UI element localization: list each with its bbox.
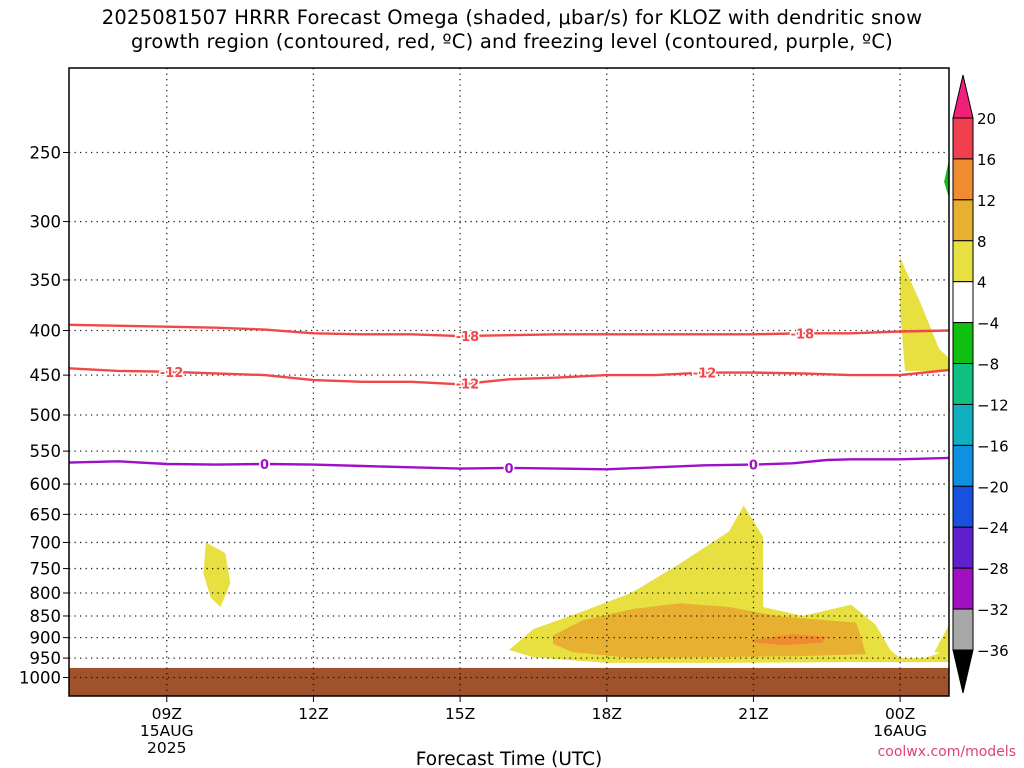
x-tick-label-15Z: 15Z — [445, 705, 475, 723]
colorbar-label-6: −8 — [977, 356, 999, 374]
x-tick-label-09Z: 09Z — [152, 705, 182, 723]
contour-label-2-0: 0 — [260, 458, 269, 473]
contour-label-0-0: -18 — [456, 330, 480, 345]
chart-title-line1: 2025081507 HRRR Forecast Omega (shaded, … — [101, 6, 923, 29]
contour-line-1 — [69, 367, 949, 386]
colorbar-segment-3 — [952, 240, 974, 283]
y-tick-label-700: 700 — [30, 533, 62, 552]
x-tick-sublabel-09Z-1: 2025 — [147, 739, 186, 757]
colorbar-label-8: −16 — [977, 437, 1009, 455]
y-tick-label-1000: 1000 — [19, 669, 61, 688]
colorbar-bottom-triangle — [952, 649, 974, 694]
y-tick-label-850: 850 — [30, 607, 62, 626]
contour-label-1-2: -12 — [693, 367, 717, 382]
y-tick-label-900: 900 — [30, 629, 62, 648]
contour-label-1-1: -12 — [456, 378, 480, 393]
colorbar: 20 16 12 8 4 −4 −8 −12 −16 −20 −24 −28 −32 −36 — [952, 74, 1009, 694]
y-tick-label-650: 650 — [30, 505, 62, 524]
colorbar-label-10: −24 — [977, 519, 1009, 537]
x-tick-label-21Z: 21Z — [738, 705, 768, 723]
y-tick-label-350: 350 — [30, 271, 62, 290]
x-tick-sublabel-00Z-0: 16AUG — [873, 722, 927, 740]
colorbar-segment-2 — [952, 199, 974, 242]
colorbar-segment-4 — [952, 281, 974, 324]
colorbar-segment-7 — [952, 403, 974, 446]
y-tick-label-950: 950 — [30, 649, 62, 668]
colorbar-segment-11 — [952, 567, 974, 610]
colorbar-segment-8 — [952, 444, 974, 487]
colorbar-label-13: −36 — [977, 642, 1009, 660]
contour-line-2 — [69, 456, 949, 471]
colorbar-segment-12 — [952, 608, 974, 651]
colorbar-label-4: 4 — [977, 274, 987, 292]
omega-shade-region-4 — [934, 624, 949, 655]
y-tick-label-250: 250 — [30, 144, 62, 163]
colorbar-segment-0 — [952, 117, 974, 160]
contour-label-2-1: 0 — [504, 462, 513, 477]
y-tick-label-500: 500 — [30, 406, 62, 425]
colorbar-segment-1 — [952, 158, 974, 201]
chart-title: 2025081507 HRRR Forecast Omega (shaded, … — [0, 6, 1024, 54]
colorbar-label-5: −4 — [977, 315, 999, 333]
y-tick-label-450: 450 — [30, 366, 62, 385]
colorbar-label-0: 20 — [977, 110, 996, 128]
x-axis-label: Forecast Time (UTC) — [416, 749, 602, 768]
colorbar-segment-5 — [952, 322, 974, 365]
y-tick-label-600: 600 — [30, 475, 62, 494]
omega-shade-region-5 — [900, 257, 949, 371]
colorbar-segment-10 — [952, 526, 974, 569]
colorbar-label-2: 12 — [977, 192, 996, 210]
y-tick-label-750: 750 — [30, 560, 62, 579]
omega-shade-region-0 — [203, 542, 231, 607]
plot-frame — [68, 67, 950, 697]
colorbar-label-12: −32 — [977, 601, 1009, 619]
x-tick-label-12Z: 12Z — [298, 705, 328, 723]
site-credit: coolwx.com/models — [877, 744, 1016, 760]
x-tick-label-00Z: 00Z — [885, 705, 915, 723]
colorbar-top-triangle — [952, 74, 974, 119]
y-tick-label-300: 300 — [30, 213, 62, 232]
y-tick-label-400: 400 — [30, 322, 62, 341]
omega-shade-region-3 — [753, 634, 827, 646]
chart-title-line2: growth region (contoured, red, ºC) and f… — [131, 30, 893, 53]
x-tick-label-18Z: 18Z — [592, 705, 622, 723]
x-tick-sublabel-09Z-0: 15AUG — [140, 722, 194, 740]
omega-shade-region-6 — [944, 160, 949, 199]
contour-label-0-1: -18 — [791, 327, 815, 342]
y-tick-label-550: 550 — [30, 442, 62, 461]
colorbar-label-3: 8 — [977, 233, 987, 251]
colorbar-segment-6 — [952, 363, 974, 405]
contour-label-2-2: 0 — [749, 459, 758, 474]
colorbar-label-11: −28 — [977, 560, 1009, 578]
contour-label-1-0: -12 — [160, 366, 184, 381]
colorbar-label-7: −12 — [977, 396, 1009, 414]
plot-area: -18 -18 -12 -12 -12 0 0 0 — [69, 68, 949, 696]
y-tick-label-800: 800 — [30, 584, 62, 603]
colorbar-segment-9 — [952, 485, 974, 528]
colorbar-label-9: −20 — [977, 478, 1009, 496]
contour-line-0 — [69, 323, 949, 338]
ground-surface — [69, 667, 949, 696]
colorbar-label-1: 16 — [977, 151, 996, 169]
